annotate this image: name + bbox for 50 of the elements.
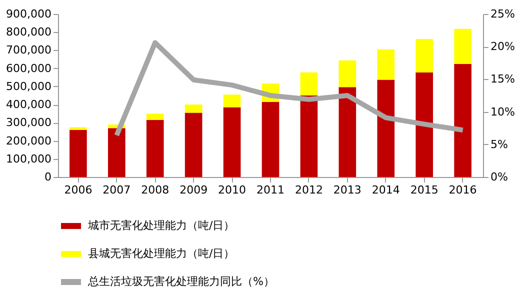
y-tick-label: 200,000 (6, 134, 52, 148)
y-tick-label: 700,000 (6, 44, 52, 57)
legend-label: 总生活垃圾无害化处理能力同比（%） (87, 275, 274, 288)
bar (262, 102, 280, 177)
bar (300, 72, 318, 96)
x-tick-label: 2015 (410, 184, 438, 196)
y-tick-label: 100,000 (6, 152, 52, 166)
bar (454, 64, 472, 177)
bar (146, 114, 164, 120)
bar (146, 120, 164, 177)
y2-tick-label: 15% (490, 72, 515, 86)
bar (338, 87, 356, 177)
x-tick-label: 2013 (333, 184, 362, 196)
bar (416, 38, 433, 72)
bar (184, 104, 202, 113)
x-tick-label: 2007 (102, 184, 131, 196)
x-tick-label: 2010 (218, 184, 246, 196)
x-tick-label: 2016 (448, 184, 477, 196)
bar (338, 60, 356, 88)
y2-tick-label: 5% (490, 138, 508, 151)
bar (377, 80, 395, 177)
bar (300, 96, 318, 177)
bar (416, 72, 433, 177)
y-tick-label: 800,000 (6, 26, 52, 39)
x-tick-label: 2014 (372, 184, 400, 196)
legend-label: 城市无害化处理能力（吨/日） (87, 219, 235, 232)
x-tick-label: 2006 (64, 184, 92, 196)
y2-tick-label: 10% (490, 105, 515, 118)
bar (70, 127, 87, 130)
x-tick-label: 2011 (256, 184, 284, 196)
x-tick-label: 2009 (180, 184, 208, 196)
bar (184, 112, 202, 177)
y2-tick-label: 0% (490, 170, 508, 184)
x-tick-label: 2012 (294, 184, 323, 196)
y-tick-label: 900,000 (6, 8, 52, 20)
x-tick-label: 2008 (141, 184, 170, 196)
y-tick-label: 300,000 (6, 116, 52, 130)
y-tick-label: 400,000 (6, 98, 52, 112)
bar (108, 128, 126, 177)
y2-tick-label: 25% (490, 8, 515, 20)
y-tick-label: 0 (44, 170, 52, 184)
bar (454, 28, 472, 64)
y2-tick-label: 20% (490, 40, 515, 54)
bar (223, 107, 241, 177)
bar (70, 130, 87, 177)
bar (223, 94, 241, 108)
bar (377, 49, 395, 80)
y-tick-label: 600,000 (6, 62, 52, 75)
legend-label: 县城无害化处理能力（吨/日） (88, 247, 235, 260)
y-tick-label: 500,000 (6, 80, 52, 93)
